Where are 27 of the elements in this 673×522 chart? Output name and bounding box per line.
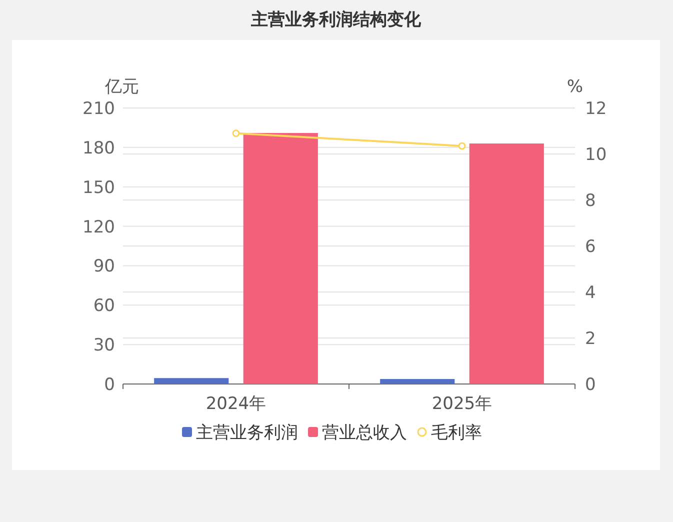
y-tick-label: 60 (93, 296, 115, 316)
y-axis-title: 亿元 (104, 77, 139, 97)
legend-label: 营业总收入 (322, 423, 407, 443)
y-tick-label: 120 (82, 217, 115, 238)
bar (243, 132, 318, 384)
y-tick-label: 180 (82, 138, 115, 158)
y2-tick-label: 12 (585, 99, 607, 119)
y-tick-label: 210 (82, 99, 115, 119)
y2-tick-label: 2 (585, 329, 596, 349)
x-tick-label: 2024年 (206, 394, 266, 414)
bar (469, 143, 544, 384)
bar (154, 378, 229, 384)
y2-tick-label: 10 (585, 145, 607, 165)
y2-axis-title: % (566, 77, 584, 97)
legend-label: 毛利率 (431, 423, 482, 443)
y2-tick-label: 8 (585, 191, 596, 211)
chart-title: 主营业务利润结构变化 (250, 10, 422, 30)
y-tick-label: 150 (82, 178, 115, 198)
x-tick-label: 2025年 (432, 394, 492, 414)
y-tick-label: 0 (104, 375, 115, 395)
y-tick-label: 90 (93, 256, 115, 277)
y-tick-label: 30 (93, 336, 115, 356)
y2-tick-label: 4 (585, 283, 596, 303)
legend-label: 主营业务利润 (196, 423, 298, 443)
y2-tick-label: 6 (585, 237, 596, 257)
bar (380, 379, 455, 384)
y2-tick-label: 0 (585, 375, 596, 395)
